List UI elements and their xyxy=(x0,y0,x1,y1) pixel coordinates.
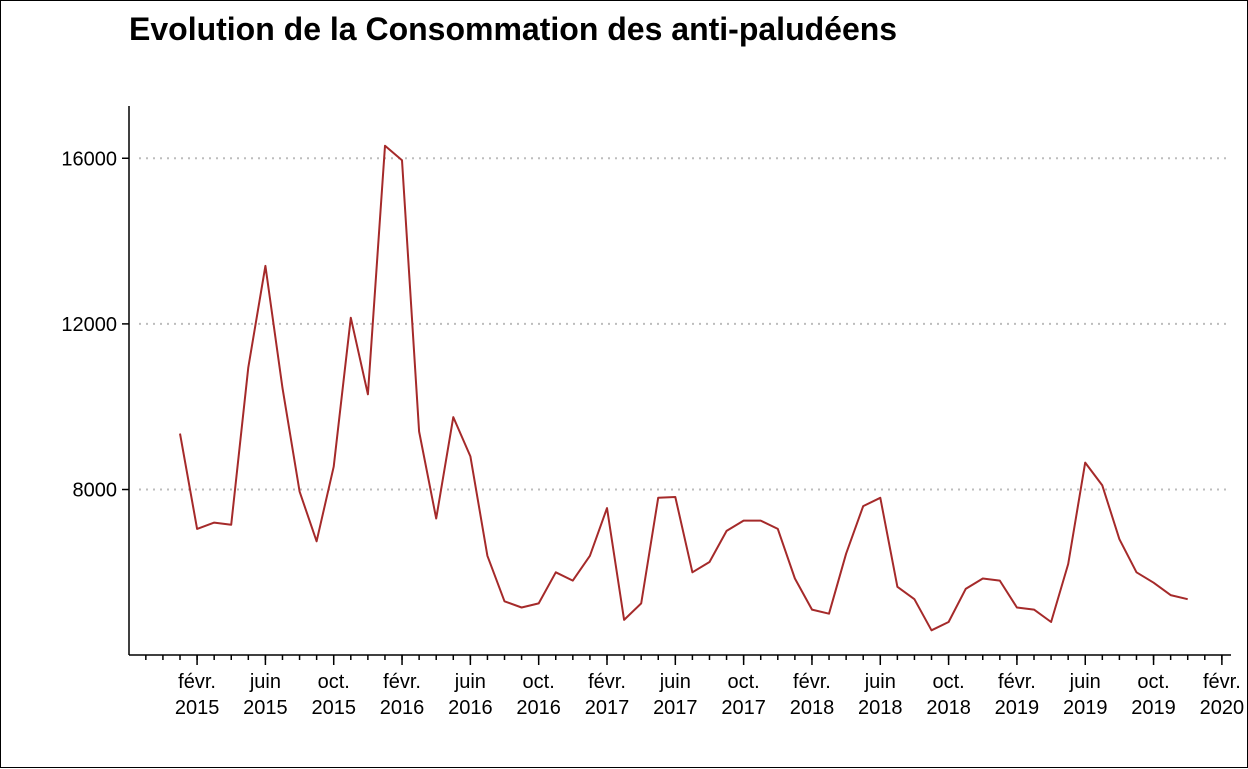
x-tick-label-year: 2020 xyxy=(1200,697,1245,719)
x-tick-label-month: oct. xyxy=(728,671,760,693)
x-tick-label-month: févr. xyxy=(1203,671,1241,693)
x-tick-label-year: 2016 xyxy=(448,697,493,719)
x-tick-label-year: 2018 xyxy=(926,697,971,719)
x-tick-label-month: févr. xyxy=(793,671,831,693)
axes xyxy=(128,106,1231,656)
x-tick-label-month: juin xyxy=(659,671,691,693)
x-tick-label-year: 2019 xyxy=(995,697,1040,719)
x-tick-label-month: oct. xyxy=(1137,671,1169,693)
x-tick-label-month: févr. xyxy=(178,671,216,693)
x-tick-label-year: 2016 xyxy=(380,697,425,719)
series-line xyxy=(179,144,1188,632)
x-tick-label-year: 2017 xyxy=(721,697,766,719)
x-tick-label-year: 2018 xyxy=(790,697,835,719)
x-tick-label-year: 2019 xyxy=(1063,697,1108,719)
x-tick-label-month: juin xyxy=(1069,671,1101,693)
x-tick-label-month: oct. xyxy=(523,671,555,693)
x-tick-label-month: juin xyxy=(454,671,486,693)
x-tick-label-month: juin xyxy=(864,671,896,693)
x-tick-label-month: févr. xyxy=(588,671,626,693)
x-tick-label-month: oct. xyxy=(318,671,350,693)
x-tick-label-month: févr. xyxy=(998,671,1036,693)
x-tick-label-month: oct. xyxy=(932,671,964,693)
y-axis-ticks: 8000 12000 16000 xyxy=(61,148,129,502)
x-tick-label-year: 2017 xyxy=(653,697,698,719)
y-tick-label-8000: 8000 xyxy=(73,480,118,502)
x-tick-label-year: 2015 xyxy=(311,697,356,719)
y-tick-label-12000: 12000 xyxy=(61,314,117,336)
x-axis-ticks: févr. 2015 juin 2015 oct. 2015 févr. 2016 juin 20… xyxy=(145,655,1245,719)
x-tick-label-year: 2017 xyxy=(585,697,630,719)
gridlines xyxy=(139,157,1229,491)
x-tick-label-month: juin xyxy=(249,671,281,693)
x-tick-label-year: 2015 xyxy=(175,697,220,719)
x-tick-label-month: févr. xyxy=(383,671,421,693)
x-tick-label-year: 2016 xyxy=(516,697,561,719)
y-tick-label-16000: 16000 xyxy=(61,148,117,170)
x-tick-label-year: 2018 xyxy=(858,697,903,719)
chart-title: Evolution de la Consommation des anti-pa… xyxy=(129,11,898,47)
x-tick-label-year: 2015 xyxy=(243,697,288,719)
x-tick-label-year: 2019 xyxy=(1131,697,1176,719)
